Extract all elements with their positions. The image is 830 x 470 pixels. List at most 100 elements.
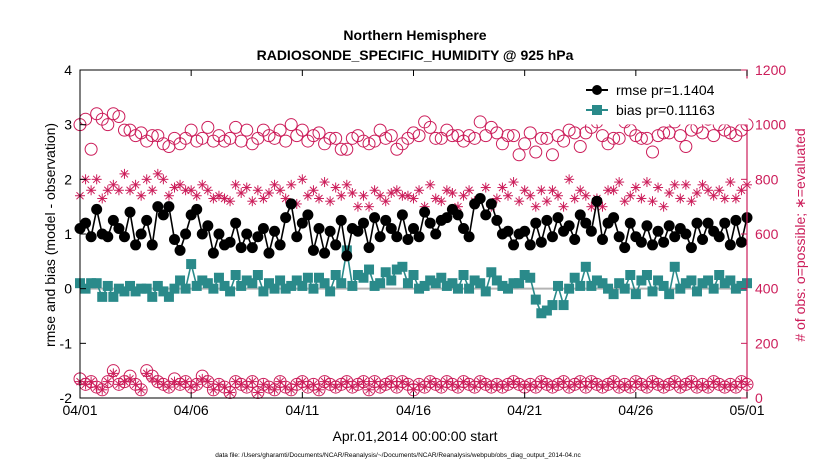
- evaluated-count-marker: [636, 193, 647, 204]
- bias-point: [386, 275, 397, 286]
- evaluated-count-marker: [86, 185, 97, 196]
- bias-point: [391, 264, 402, 275]
- bias-point: [202, 278, 213, 289]
- evaluated-count-marker: [336, 190, 347, 201]
- bias-point: [152, 280, 163, 291]
- possible-count-marker: [707, 129, 721, 143]
- left-y-tick-label: 4: [64, 62, 72, 78]
- rmse-point: [552, 212, 564, 224]
- evaluated-count-marker: [580, 190, 591, 201]
- rmse-point: [608, 212, 620, 224]
- rmse-point: [380, 214, 392, 226]
- rmse-point: [135, 228, 147, 240]
- evaluated-count-marker-bottom: [136, 384, 147, 395]
- rmse-point: [246, 242, 258, 254]
- legend: rmse pr=1.1404 bias pr=0.11163: [581, 78, 749, 125]
- evaluated-count-marker: [614, 177, 625, 188]
- rmse-point: [735, 236, 747, 248]
- rmse-point: [452, 209, 464, 221]
- bias-point: [258, 286, 269, 297]
- rmse-point: [463, 231, 475, 243]
- evaluated-count-marker-bottom: [202, 376, 213, 387]
- rmse-point: [263, 247, 275, 259]
- evaluated-count-marker: [252, 185, 263, 196]
- rmse-point: [413, 231, 425, 243]
- rmse-point: [402, 233, 414, 245]
- evaluated-count-marker: [514, 196, 525, 207]
- rmse-point: [685, 242, 697, 254]
- bias-point: [308, 283, 319, 294]
- possible-count-marker: [501, 129, 515, 143]
- rmse-point: [441, 212, 453, 224]
- evaluated-count-marker: [380, 196, 391, 207]
- rmse-point: [647, 239, 659, 251]
- bias-point: [319, 278, 330, 289]
- bias-point: [286, 280, 297, 291]
- bias-point: [102, 280, 113, 291]
- possible-count-marker: [529, 145, 543, 159]
- possible-count-marker: [279, 134, 293, 148]
- bias-point: [714, 270, 725, 280]
- rmse-point: [408, 223, 419, 235]
- rmse-point: [585, 225, 597, 237]
- rmse-point: [141, 214, 153, 226]
- bias-point: [414, 283, 425, 294]
- evaluated-count-marker: [347, 188, 358, 198]
- evaluated-count-marker: [653, 182, 664, 193]
- right-y-tick-label: 200: [755, 335, 779, 351]
- evaluated-count-marker: [658, 201, 669, 212]
- bias-point: [375, 278, 386, 289]
- rmse-point: [719, 217, 731, 229]
- rmse-point: [658, 236, 670, 248]
- rmse-point: [163, 201, 175, 213]
- bias-point: [113, 283, 124, 294]
- evaluated-count-marker: [247, 196, 258, 207]
- evaluated-count-marker: [352, 201, 363, 212]
- evaluated-count-marker: [241, 182, 252, 193]
- evaluated-count-marker: [458, 190, 469, 201]
- x-tick-label: 04/16: [396, 402, 431, 418]
- evaluated-count-marker: [325, 196, 336, 207]
- bias-point: [480, 286, 491, 297]
- evaluated-count-marker-bottom: [247, 376, 258, 387]
- evaluated-count-marker-bottom: [575, 376, 586, 387]
- bias-point: [636, 275, 647, 286]
- evaluated-count-marker: [719, 193, 730, 204]
- rmse-point: [274, 239, 286, 251]
- bias-point: [686, 275, 697, 286]
- rmse-point: [635, 236, 647, 248]
- rmse-point: [374, 231, 386, 243]
- bias-point: [680, 278, 691, 289]
- rmse-point: [424, 217, 436, 229]
- evaluated-count-marker: [553, 190, 564, 201]
- rmse-point: [352, 225, 364, 237]
- rmse-point: [491, 214, 503, 226]
- rmse-point: [652, 225, 664, 237]
- left-y-tick-label: 1: [64, 226, 72, 242]
- bias-point: [364, 264, 375, 275]
- rmse-point: [230, 217, 242, 229]
- bias-point: [514, 278, 525, 289]
- evaluated-count-marker: [308, 185, 319, 196]
- possible-count-marker: [101, 118, 115, 132]
- rmse-point: [502, 225, 514, 237]
- rmse-point: [702, 217, 714, 229]
- evaluated-count-marker: [119, 168, 130, 179]
- evaluated-count-marker: [547, 185, 558, 196]
- possible-count-marker: [340, 142, 354, 156]
- possible-count-marker: [412, 129, 426, 143]
- rmse-point: [619, 242, 631, 254]
- rmse-point: [168, 233, 180, 245]
- evaluated-count-marker: [225, 196, 236, 207]
- evaluated-count-marker: [408, 193, 419, 204]
- rmse-point: [335, 214, 347, 226]
- rmse-point: [224, 236, 236, 248]
- evaluated-count-marker: [330, 182, 341, 193]
- rmse-series: [74, 192, 753, 262]
- rmse-point: [280, 212, 292, 224]
- rmse-point: [252, 231, 264, 243]
- evaluated-count-marker: [558, 201, 569, 212]
- bias-point: [147, 291, 158, 302]
- possible-count-marker: [657, 126, 671, 140]
- rmse-point: [535, 236, 547, 248]
